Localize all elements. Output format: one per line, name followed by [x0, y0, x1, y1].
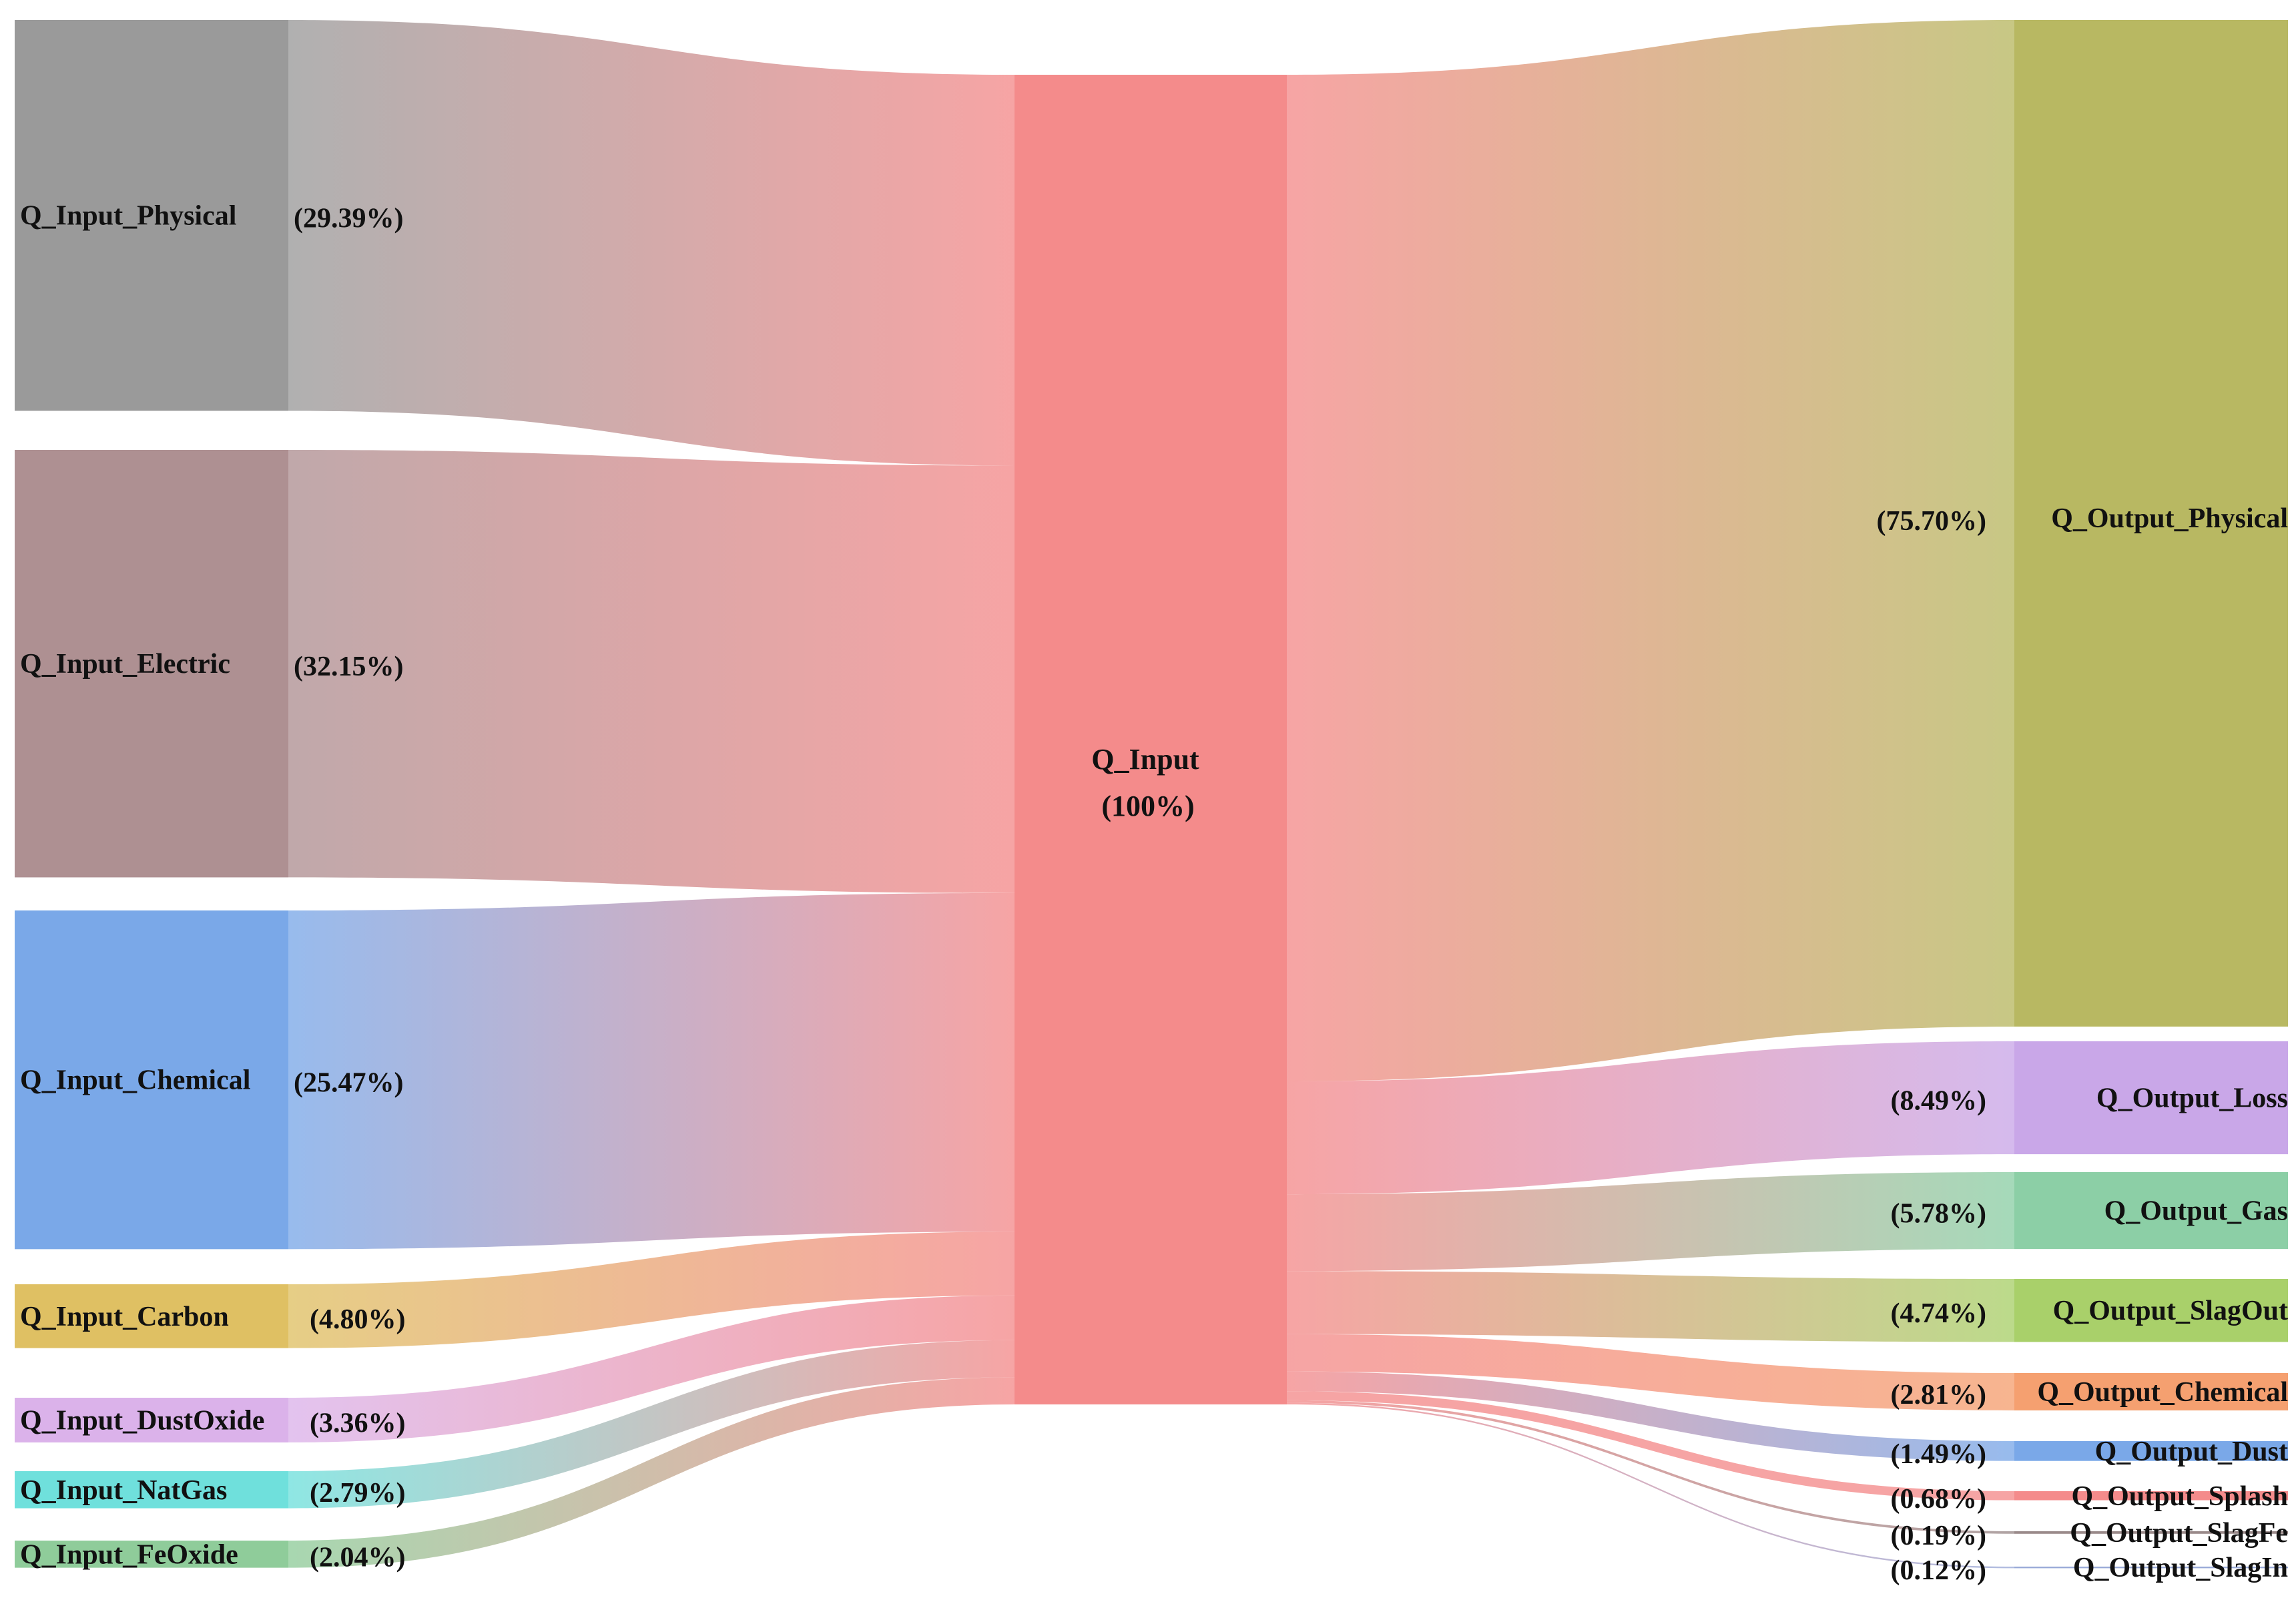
pct-Q_Input_Physical: (29.39%)	[294, 204, 403, 234]
label-Q_Input_DustOxide: Q_Input_DustOxide	[20, 1405, 264, 1436]
node-Q_Output_Chemical	[2014, 1373, 2288, 1410]
node-Q_Output_Physical	[2014, 20, 2288, 1027]
center-node-label: Q_Input	[1091, 743, 1199, 776]
link-Q_Output_Physical	[1287, 20, 2014, 1081]
label-Q_Input_Physical: Q_Input_Physical	[20, 201, 236, 232]
link-Q_Input_Physical	[288, 20, 1015, 466]
label-Q_Input_Electric: Q_Input_Electric	[20, 649, 230, 680]
node-Q_Input_Electric	[15, 450, 288, 878]
pct-Q_Output_Gas: (5.78%)	[1891, 1199, 1986, 1230]
labels-group: Q_Input (100%) Q_Input_Physical (29.39%) Q…	[20, 201, 2288, 1586]
link-Q_Output_SlagFe	[1287, 1400, 2014, 1534]
label-Q_Output_Loss: Q_Output_Loss	[2096, 1083, 2288, 1114]
label-Q_Output_Chemical: Q_Output_Chemical	[2037, 1377, 2288, 1408]
node-Q_Input_FeOxide	[15, 1541, 288, 1568]
label-Q_Output_Physical: Q_Output_Physical	[2051, 503, 2288, 534]
label-Q_Input_NatGas: Q_Input_NatGas	[20, 1475, 227, 1506]
label-Q_Input_FeOxide: Q_Input_FeOxide	[20, 1539, 238, 1570]
label-Q_Output_SlagOut: Q_Output_SlagOut	[2053, 1296, 2288, 1326]
node-Q_Output_Gas	[2014, 1172, 2288, 1250]
label-Q_Input_Chemical: Q_Input_Chemical	[20, 1065, 250, 1096]
pct-Q_Input_FeOxide: (2.04%)	[310, 1542, 405, 1573]
node-Q_Input_Physical	[15, 20, 288, 411]
link-Q_Output_Gas	[1287, 1172, 2014, 1272]
pct-Q_Output_Chemical: (2.81%)	[1891, 1380, 1986, 1410]
link-Q_Input_DustOxide	[288, 1295, 1015, 1442]
pct-Q_Input_NatGas: (2.79%)	[310, 1478, 405, 1509]
nodes-group	[15, 20, 2288, 1569]
pct-Q_Input_DustOxide: (3.36%)	[310, 1408, 405, 1438]
node-Q_Output_Dust	[2014, 1441, 2288, 1461]
node-Q_Input_Carbon	[15, 1284, 288, 1348]
pct-Q_Output_Dust: (1.49%)	[1891, 1439, 1986, 1470]
pct-Q_Output_Physical: (75.70%)	[1877, 506, 1986, 537]
node-Q_Output_Loss	[2014, 1041, 2288, 1155]
pct-Q_Output_SlagFe: (0.19%)	[1891, 1521, 1986, 1551]
node-Q_Output_SlagFe	[2014, 1531, 2288, 1534]
link-Q_Input_NatGas	[288, 1340, 1015, 1509]
label-Q_Input_Carbon: Q_Input_Carbon	[20, 1302, 229, 1332]
label-Q_Output_Gas: Q_Output_Gas	[2104, 1196, 2288, 1227]
label-Q_Output_Dust: Q_Output_Dust	[2095, 1436, 2288, 1467]
pct-Q_Output_SlagOut: (4.74%)	[1891, 1298, 1986, 1329]
node-Q_Output_SlagIn	[2014, 1567, 2288, 1569]
link-Q_Output_Chemical	[1287, 1334, 2014, 1410]
node-Q_Input_Chemical	[15, 910, 288, 1250]
link-Q_Input_Electric	[288, 450, 1015, 893]
pct-Q_Output_SlagIn: (0.12%)	[1891, 1555, 1986, 1586]
node-Q_Input_NatGas	[15, 1471, 288, 1509]
node-Q_Input_DustOxide	[15, 1398, 288, 1442]
link-Q_Output_SlagIn	[1287, 1402, 2014, 1569]
pct-Q_Output_Loss: (8.49%)	[1891, 1086, 1986, 1117]
links-group	[288, 20, 2014, 1569]
link-Q_Output_Splash	[1287, 1391, 2014, 1501]
link-Q_Input_Carbon	[288, 1232, 1015, 1348]
label-Q_Output_SlagIn: Q_Output_SlagIn	[2073, 1553, 2288, 1583]
node-Q_Output_Splash	[2014, 1491, 2288, 1501]
link-Q_Output_Dust	[1287, 1371, 2014, 1461]
label-Q_Output_SlagFe: Q_Output_SlagFe	[2070, 1518, 2288, 1549]
node-Q_Input	[1015, 75, 1287, 1404]
link-Q_Output_SlagOut	[1287, 1271, 2014, 1342]
pct-Q_Output_Splash: (0.68%)	[1891, 1484, 1986, 1515]
pct-Q_Input_Electric: (32.15%)	[294, 651, 403, 682]
pct-Q_Input_Carbon: (4.80%)	[310, 1304, 405, 1335]
center-node-pct: (100%)	[1101, 790, 1194, 822]
pct-Q_Input_Chemical: (25.47%)	[294, 1068, 403, 1099]
node-Q_Output_SlagOut	[2014, 1279, 2288, 1342]
link-Q_Input_FeOxide	[288, 1377, 1015, 1568]
link-Q_Output_Loss	[1287, 1041, 2014, 1195]
link-Q_Input_Chemical	[288, 892, 1015, 1250]
label-Q_Output_Splash: Q_Output_Splash	[2072, 1481, 2288, 1512]
